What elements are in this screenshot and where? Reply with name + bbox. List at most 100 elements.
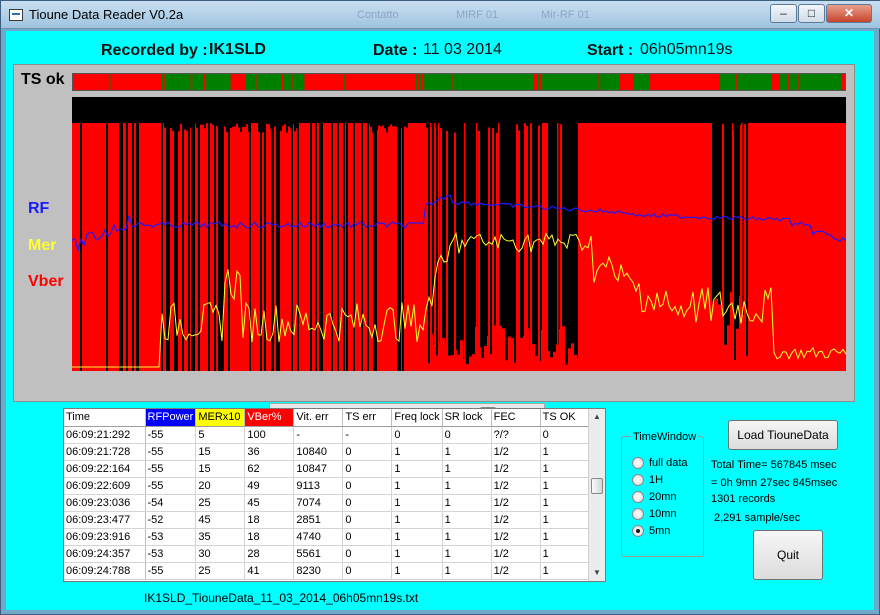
table-cell: 06:09:21:292: [64, 426, 146, 444]
table-row[interactable]: 06:09:23:916 -53 35 18 4740 0 1 1 1/2 1: [64, 528, 590, 546]
vber-floor: [520, 337, 523, 371]
vber-floor: [709, 295, 712, 371]
vber-floor: [547, 350, 550, 371]
vber-bar: [542, 127, 544, 371]
vber-bar: [178, 131, 180, 371]
column-header[interactable]: RFPower: [145, 409, 197, 427]
radio-circle-icon[interactable]: [632, 474, 644, 486]
ts-glitch-segment: [457, 74, 459, 90]
ts-glitch-segment: [396, 74, 398, 90]
radio-circle-icon[interactable]: [632, 508, 644, 520]
arrow-up-icon[interactable]: ▲: [593, 412, 601, 421]
table-body: 06:09:21:292 -55 5 100- -0 0 ?/? 0 06:09:21:728-…: [64, 426, 590, 580]
vber-floor: [688, 336, 691, 371]
vber-floor: [577, 359, 580, 371]
vber-bar: [204, 128, 206, 371]
vber-bar: [74, 126, 76, 371]
vber-bar: [770, 126, 772, 371]
radio-circle-icon[interactable]: [632, 491, 644, 503]
column-header[interactable]: Time: [64, 409, 146, 427]
column-header[interactable]: VBer%: [244, 409, 295, 427]
column-header[interactable]: Freq lock: [391, 409, 443, 427]
table-vertical-scrollbar[interactable]: ▲ ▼: [588, 409, 605, 581]
scroll-thumb[interactable]: [591, 478, 603, 494]
vber-label: Vber: [28, 273, 64, 290]
table-row[interactable]: 06:09:23:036 -54 25 45 7074 0 1 1 1/2 1: [64, 494, 590, 512]
column-header[interactable]: TS err: [342, 409, 393, 427]
vber-floor: [643, 356, 646, 371]
vber-bar: [210, 123, 212, 371]
table-cell: -55: [145, 443, 197, 461]
vber-bar: [454, 132, 456, 371]
vber-floor: [742, 314, 745, 371]
table-cell: 1: [391, 494, 443, 512]
dropout-bar: [337, 123, 339, 371]
vber-bar: [246, 124, 248, 371]
column-header[interactable]: Vit. err: [293, 409, 344, 427]
vber-floor: [475, 326, 478, 371]
ts-ok-label: TS ok: [21, 71, 65, 88]
load-tiounedata-button[interactable]: Load TiouneData: [728, 420, 838, 450]
table-row[interactable]: 06:09:21:728 -55 15 36 10840 0 1 1 1/2 1: [64, 443, 590, 461]
data-table-grid[interactable]: Time RFPower MERx10 VBer% Vit. err TS err Freq…: [63, 408, 606, 582]
vber-spike: [596, 123, 598, 371]
table-cell: 1: [540, 460, 590, 478]
vber-bar: [206, 123, 208, 371]
ts-glitch-segment: [208, 74, 211, 90]
vber-floor: [829, 319, 832, 371]
table-row[interactable]: 06:09:24:357 -53 30 28 5561 0 1 1 1/2 1: [64, 545, 590, 563]
vber-floor: [559, 328, 562, 371]
vber-bar: [116, 125, 118, 371]
ts-status-bar: [72, 73, 846, 91]
table-cell: 5: [195, 426, 246, 444]
vber-floor: [550, 357, 553, 371]
table-cell: 41: [244, 562, 295, 580]
column-header[interactable]: FEC: [491, 409, 541, 427]
arrow-down-icon[interactable]: ▼: [593, 568, 601, 577]
ts-glitch-segment: [788, 74, 790, 90]
column-header[interactable]: SR lock: [442, 409, 492, 427]
dropout-bar: [361, 123, 363, 371]
column-header[interactable]: MERx10: [195, 409, 246, 427]
vber-spike: [557, 123, 559, 371]
vber-bar: [418, 125, 420, 371]
table-row[interactable]: 06:09:24:788 -55 25 41 8230 0 1 1 1/2 1: [64, 562, 590, 580]
ts-glitch-segment: [416, 74, 418, 90]
table-cell: 1/2: [491, 477, 541, 495]
vber-bar: [128, 127, 130, 371]
vber-floor: [619, 342, 622, 371]
maximize-button[interactable]: □: [798, 4, 825, 23]
vber-bar: [100, 129, 102, 371]
radio-circle-icon[interactable]: [632, 525, 644, 537]
table-row[interactable]: 06:09:21:292 -55 5 100- -0 0 ?/? 0: [64, 426, 590, 444]
quit-button[interactable]: Quit: [753, 530, 823, 580]
table-row[interactable]: 06:09:22:164 -55 15 62 10847 0 1 1 1/2 1: [64, 460, 590, 478]
dropout-bar: [260, 123, 262, 371]
table-cell: 0: [540, 426, 590, 444]
table-row[interactable]: 06:09:22:609 -55 20 49 9113 0 1 1 1/2 1: [64, 477, 590, 495]
vber-bar: [760, 124, 762, 371]
vber-floor: [469, 356, 472, 371]
table-cell: 1: [391, 460, 443, 478]
vber-bar: [384, 128, 386, 371]
title-bar[interactable]: Tioune Data Reader V0.2a Contatto MIRF 0…: [1, 1, 880, 29]
table-cell: 28: [244, 545, 295, 563]
radio-circle-icon[interactable]: [632, 457, 644, 469]
vber-bar: [694, 130, 696, 371]
table-cell: 0: [342, 460, 393, 478]
vber-floor: [820, 323, 823, 371]
vber-bar: [232, 127, 234, 371]
vber-bar: [224, 126, 226, 371]
vber-floor: [472, 354, 475, 371]
vber-floor: [694, 342, 697, 371]
minimize-button[interactable]: –: [770, 4, 797, 23]
close-button[interactable]: ✕: [826, 4, 872, 23]
table-cell: 06:09:21:728: [64, 443, 146, 461]
vber-floor: [586, 344, 589, 371]
vber-bar: [348, 127, 350, 371]
vber-bar: [388, 126, 390, 371]
column-header[interactable]: TS OK: [540, 409, 590, 427]
table-row[interactable]: 06:09:23:477 -52 45 18 2851 0 1 1 1/2 1: [64, 511, 590, 529]
vber-bar: [258, 131, 260, 371]
dropout-bar: [220, 123, 222, 371]
